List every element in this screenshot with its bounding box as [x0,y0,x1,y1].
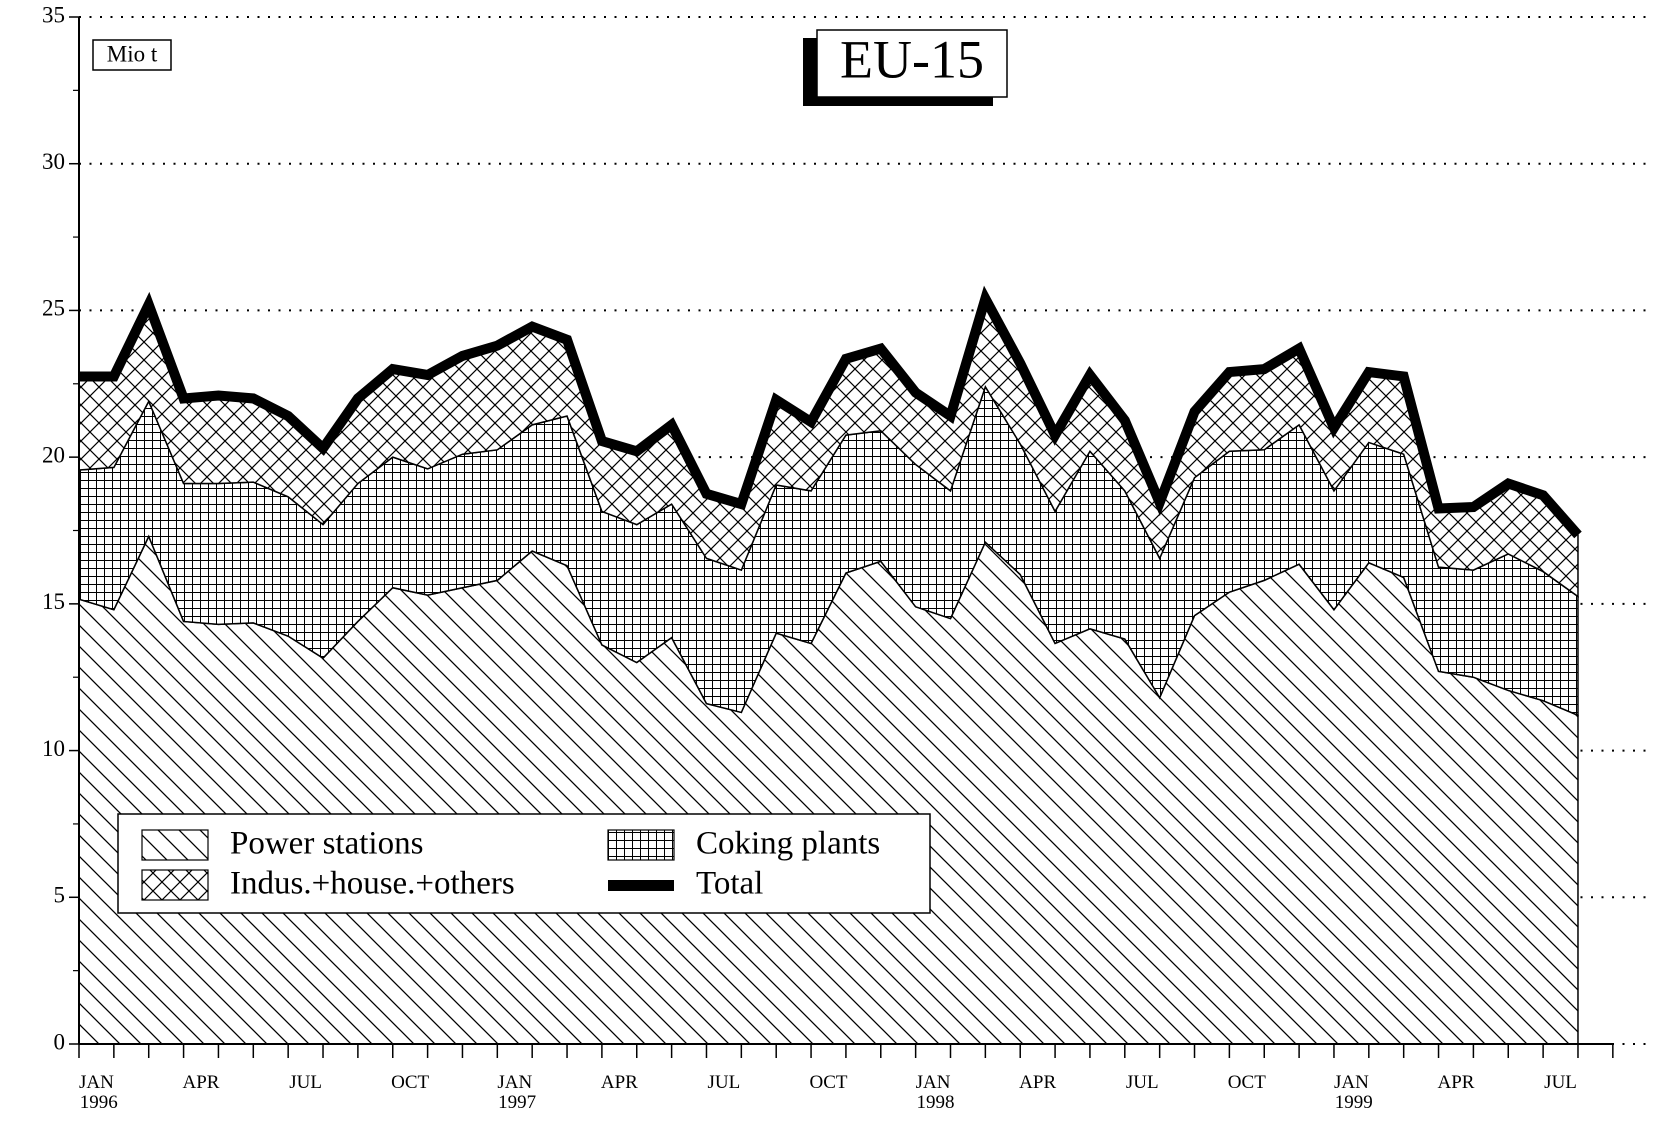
x-tick-label: JAN 1999 [1330,1072,1373,1113]
unit-box [92,39,172,71]
x-tick-label: OCT [391,1072,429,1093]
x-tick-label: JAN 1998 [912,1072,955,1113]
legend-label: Indus.+house.+others [230,866,515,902]
chart-title: EU-15 [840,29,984,89]
x-tick-label: JUL [708,1072,741,1093]
x-tick-label: JAN 1996 [75,1072,118,1113]
x-tick-label: APR [183,1072,220,1093]
x-tick-label: OCT [1228,1072,1266,1093]
x-tick-label: JUL [1544,1072,1577,1093]
legend-label: Power stations [230,826,423,862]
x-tick-label: APR [1437,1072,1474,1093]
legend-box [117,813,931,914]
y-tick-label: 10 [42,736,65,761]
legend-swatch [608,880,674,891]
x-tick-label: JUL [289,1072,322,1093]
y-axis-label: Mio t [107,41,158,66]
y-tick-label: 5 [54,883,66,908]
total-line [79,285,1582,539]
legend-swatch [141,829,209,861]
y-tick-label: 25 [42,296,65,321]
y-tick-label: 30 [42,149,65,174]
y-tick-label: 20 [42,442,65,467]
y-tick-label: 15 [42,589,65,614]
y-tick-label: 35 [42,2,65,27]
x-tick-label: JUL [1126,1072,1159,1093]
title-box [816,29,1008,98]
legend-label: Total [696,866,763,902]
x-tick-label: APR [601,1072,638,1093]
x-tick-label: OCT [809,1072,847,1093]
legend-swatch [141,869,209,901]
x-tick-label: JAN 1997 [493,1072,536,1113]
legend-swatch [607,829,675,861]
legend-label: Coking plants [696,826,880,862]
x-tick-label: APR [1019,1072,1056,1093]
y-tick-label: 0 [54,1029,66,1054]
